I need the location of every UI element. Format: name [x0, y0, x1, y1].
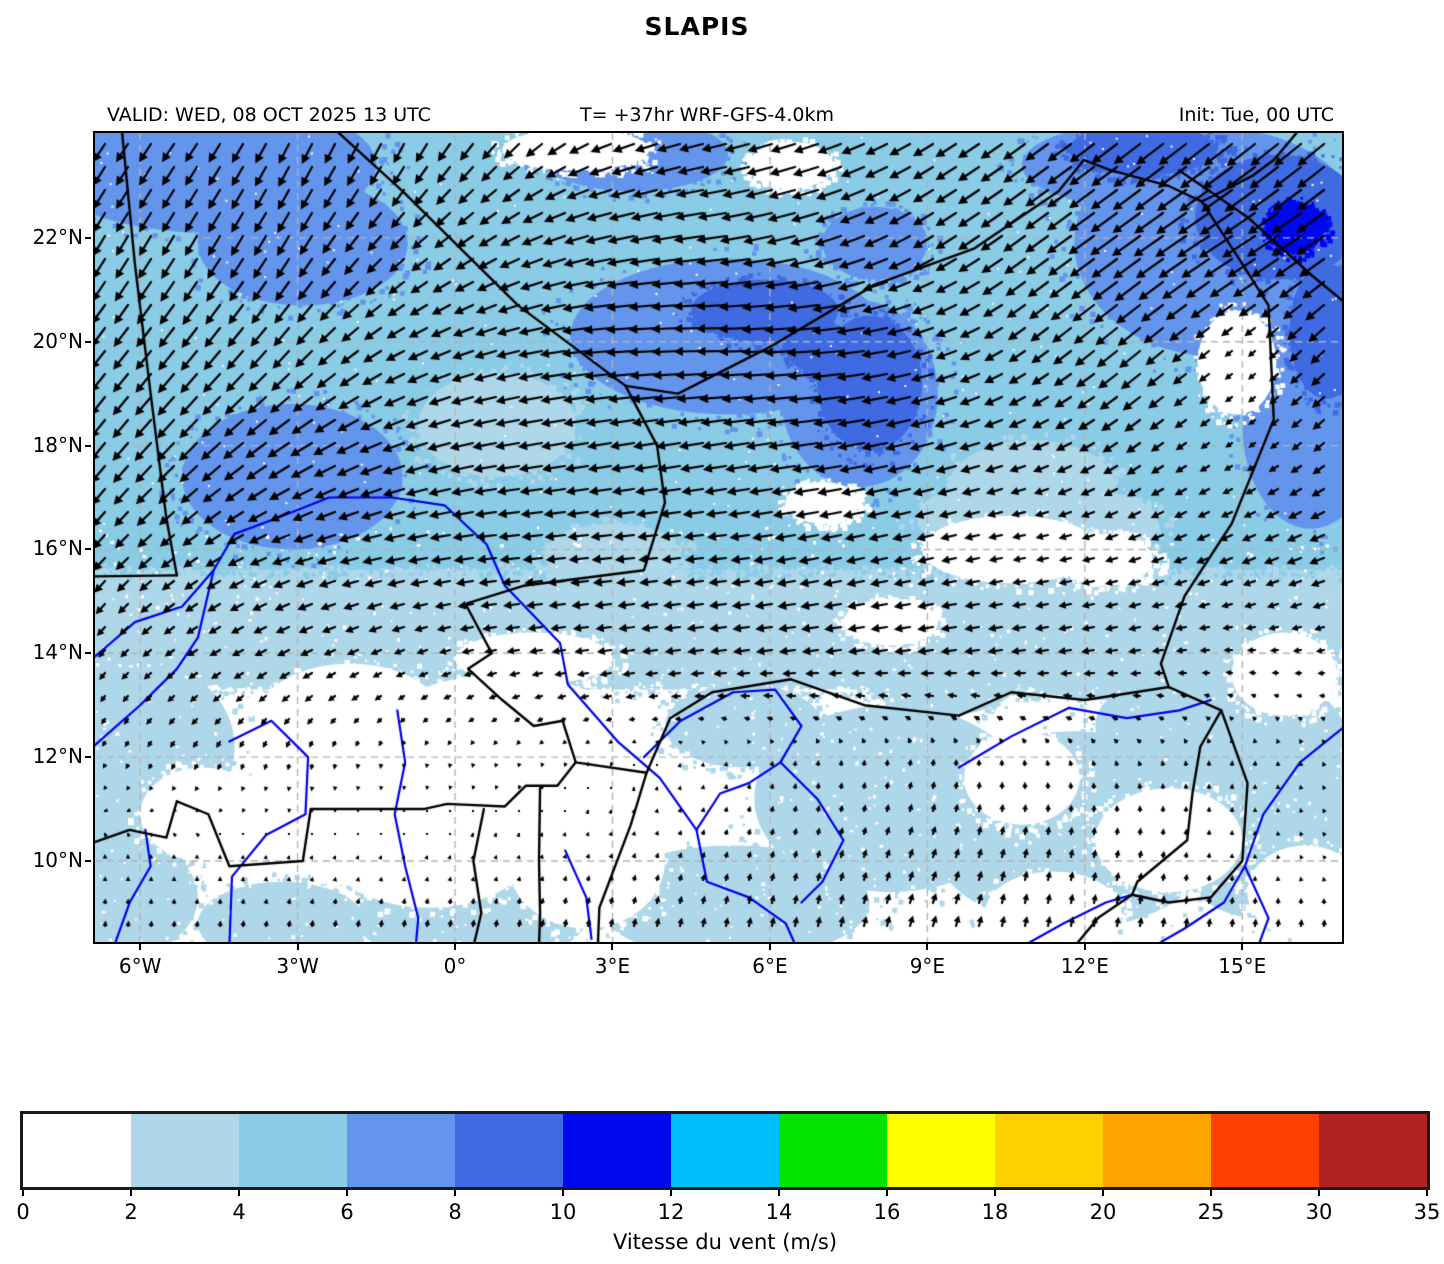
- lon-tick-label: 12°E: [1060, 954, 1109, 978]
- colorbar-segment: [239, 1114, 347, 1187]
- lon-tick-label: 3°E: [594, 954, 631, 978]
- colorbar-tick-label: 4: [232, 1200, 246, 1224]
- colorbar-tick-label: 16: [873, 1200, 901, 1224]
- lon-tick-mark: [1083, 944, 1086, 950]
- lat-tick-mark: [85, 444, 91, 447]
- colorbar-segment: [1103, 1114, 1211, 1187]
- colorbar: [20, 1111, 1430, 1190]
- colorbar-tick-label: 14: [765, 1200, 793, 1224]
- lon-tick-label: 3°W: [276, 954, 319, 978]
- lon-tick-mark: [926, 944, 929, 950]
- colorbar-tick-mark: [886, 1190, 888, 1196]
- colorbar-tick-label: 6: [340, 1200, 354, 1224]
- colorbar-tick-mark: [1102, 1190, 1104, 1196]
- colorbar-tick-mark: [130, 1190, 132, 1196]
- lat-tick-mark: [85, 548, 91, 551]
- lat-tick-mark: [85, 859, 91, 862]
- colorbar-segment: [1211, 1114, 1319, 1187]
- colorbar-caption: Vitesse du vent (m/s): [612, 1230, 838, 1254]
- colorbar-segment: [455, 1114, 563, 1187]
- lat-tick-mark: [85, 652, 91, 655]
- colorbar-segment: [995, 1114, 1103, 1187]
- colorbar-tick-label: 25: [1197, 1200, 1225, 1224]
- colorbar-tick-label: 2: [124, 1200, 138, 1224]
- page-title: SLAPIS: [644, 12, 750, 41]
- lon-tick-label: 6°W: [118, 954, 162, 978]
- colorbar-tick-label: 35: [1413, 1200, 1441, 1224]
- colorbar-tick-label: 0: [16, 1200, 30, 1224]
- lat-tick-mark: [85, 756, 91, 759]
- colorbar-segment: [347, 1114, 455, 1187]
- colorbar-tick-mark: [22, 1190, 24, 1196]
- lon-tick-label: 9°E: [909, 954, 946, 978]
- lat-tick-label: 10°N: [32, 847, 83, 872]
- lat-tick-mark: [85, 340, 91, 343]
- lon-tick-mark: [139, 944, 142, 950]
- colorbar-tick-mark: [1210, 1190, 1212, 1196]
- colorbar-tick-label: 8: [448, 1200, 462, 1224]
- colorbar-segment: [887, 1114, 995, 1187]
- colorbar-tick-label: 30: [1305, 1200, 1333, 1224]
- lat-tick-label: 14°N: [32, 640, 83, 665]
- model-leadtime-label: T= +37hr WRF-GFS-4.0km: [580, 104, 834, 126]
- colorbar-segment: [563, 1114, 671, 1187]
- lon-tick-mark: [1241, 944, 1244, 950]
- colorbar-tick-mark: [1318, 1190, 1320, 1196]
- colorbar-segment: [1319, 1114, 1427, 1187]
- lon-tick-label: 0°: [443, 954, 467, 978]
- colorbar-tick-label: 12: [657, 1200, 685, 1224]
- colorbar-segment: [779, 1114, 887, 1187]
- colorbar-tick-mark: [346, 1190, 348, 1196]
- colorbar-tick-mark: [670, 1190, 672, 1196]
- valid-time-label: VALID: WED, 08 OCT 2025 13 UTC: [107, 104, 431, 126]
- lon-tick-label: 6°E: [752, 954, 788, 978]
- colorbar-tick-mark: [778, 1190, 780, 1196]
- lat-tick-label: 20°N: [32, 328, 83, 353]
- lon-tick-mark: [611, 944, 614, 950]
- lon-tick-label: 15°E: [1218, 954, 1267, 978]
- colorbar-tick-label: 18: [981, 1200, 1009, 1224]
- colorbar-tick-mark: [1426, 1190, 1428, 1196]
- colorbar-segment: [131, 1114, 239, 1187]
- lat-tick-label: 16°N: [32, 536, 83, 561]
- colorbar-tick-mark: [238, 1190, 240, 1196]
- colorbar-tick-mark: [454, 1190, 456, 1196]
- lat-tick-label: 12°N: [32, 744, 83, 769]
- lon-tick-mark: [454, 944, 457, 950]
- colorbar-tick-label: 10: [549, 1200, 577, 1224]
- colorbar-tick-label: 20: [1089, 1200, 1117, 1224]
- colorbar-segment: [23, 1114, 131, 1187]
- lon-tick-mark: [768, 944, 771, 950]
- lat-tick-mark: [85, 236, 91, 239]
- lat-tick-label: 18°N: [32, 432, 83, 457]
- map-plot-area: [93, 131, 1344, 944]
- lat-tick-label: 22°N: [32, 224, 83, 249]
- wind-map-canvas: [95, 133, 1342, 942]
- init-time-label: Init: Tue, 00 UTC: [1178, 104, 1334, 126]
- colorbar-tick-mark: [994, 1190, 996, 1196]
- colorbar-tick-mark: [562, 1190, 564, 1196]
- colorbar-segment: [671, 1114, 779, 1187]
- lon-tick-mark: [296, 944, 299, 950]
